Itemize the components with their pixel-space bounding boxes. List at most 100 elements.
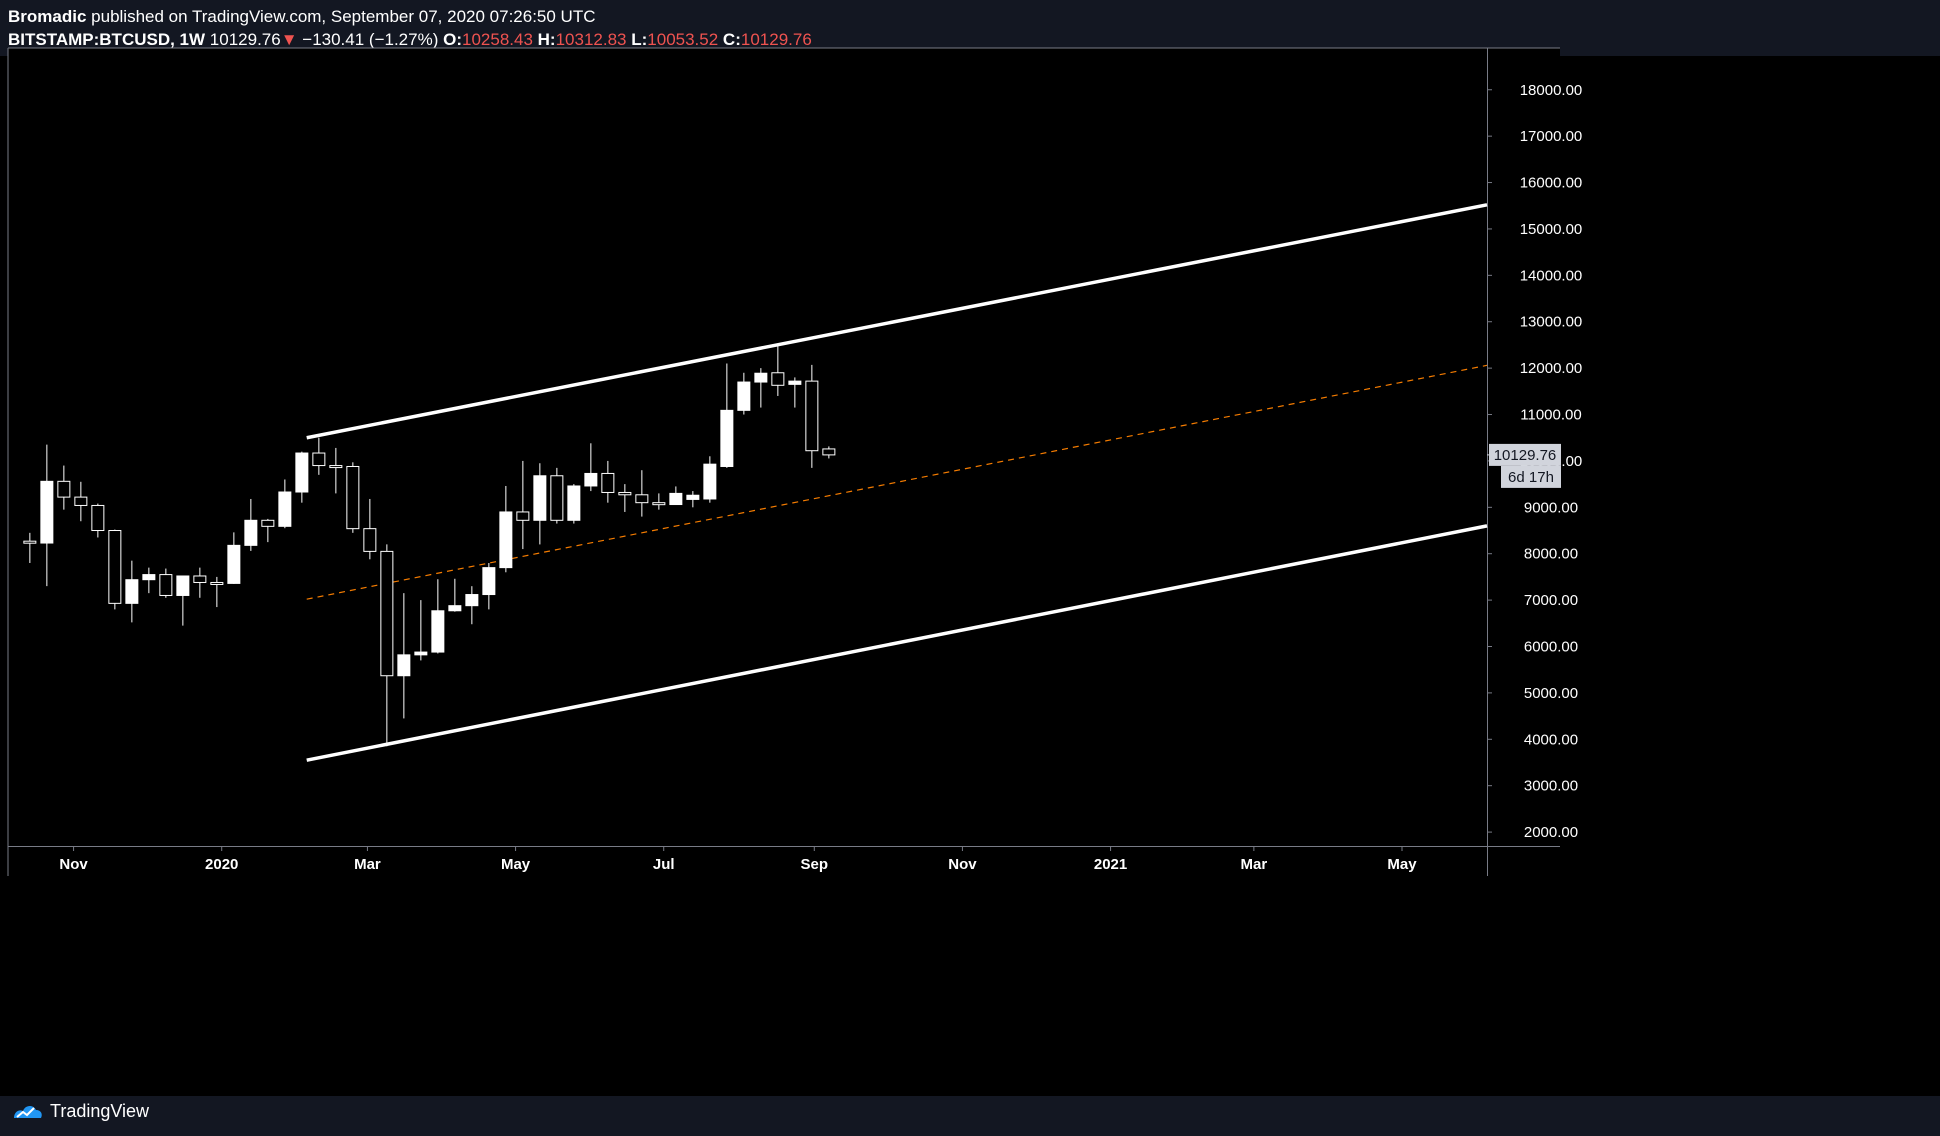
channel-upper-line: [306, 203, 1488, 440]
candle: [159, 568, 173, 598]
author-name[interactable]: Bromadic: [8, 7, 87, 26]
candle-body-down: [516, 511, 530, 521]
open-value: 10258.43: [462, 30, 533, 49]
candle: [448, 578, 462, 612]
publish-info: Bromadic published on TradingView.com, S…: [8, 7, 596, 27]
candle-body-up: [227, 544, 241, 584]
y-tick-label: 17000.00: [1520, 128, 1583, 145]
last-price-tag-text: 10129.76: [1494, 447, 1557, 464]
countdown-tag: [1501, 465, 1561, 488]
candle: [618, 484, 632, 512]
candle-body-up: [244, 519, 258, 546]
candle: [142, 567, 156, 594]
candle: [533, 463, 547, 545]
candle: [23, 532, 37, 563]
candle: [227, 532, 241, 584]
candle-body-down: [23, 540, 37, 544]
candle: [210, 576, 224, 608]
candle-body-up: [295, 452, 309, 493]
candle: [601, 460, 615, 503]
candle-body-up: [669, 492, 683, 506]
candle-body-down: [210, 581, 224, 585]
candle: [244, 498, 258, 551]
candle: [40, 444, 54, 587]
y-tick-label: 4000.00: [1524, 731, 1578, 748]
close-label: C:: [722, 30, 741, 49]
candle: [550, 467, 564, 524]
candle: [329, 447, 343, 494]
candle-body-down: [618, 491, 632, 496]
candle-body-up: [788, 380, 802, 385]
y-tick-label: 6000.00: [1524, 639, 1578, 656]
candle-body-down: [805, 380, 819, 452]
candle-body-up: [482, 567, 496, 596]
candle-body-up: [584, 472, 598, 487]
candle: [295, 451, 309, 503]
candle: [788, 377, 802, 408]
candle: [193, 567, 207, 598]
candle-body-down: [108, 530, 122, 604]
candle: [516, 460, 530, 550]
last-price-tag: [1489, 443, 1561, 466]
y-tick-label: 13000.00: [1520, 314, 1583, 331]
candle-body-down: [57, 480, 71, 498]
y-tick-label: 12000.00: [1520, 360, 1583, 377]
candle-body-down: [91, 504, 105, 532]
candle: [567, 484, 581, 524]
time-axis-area: [8, 846, 1487, 876]
y-tick-label: 14000.00: [1520, 267, 1583, 284]
candle: [57, 465, 71, 510]
ohlc-legend: BITSTAMP:BTCUSD, 1W 10129.76▼ −130.41 (−…: [8, 30, 812, 50]
candle-body-down: [159, 574, 173, 596]
candle: [125, 560, 139, 623]
candle-body-down: [312, 452, 326, 467]
y-tick-label: 8000.00: [1524, 546, 1578, 563]
close-value: 10129.76: [740, 30, 812, 49]
candle: [482, 562, 496, 610]
x-tick-label: May: [501, 856, 531, 873]
y-tick-label: 16000.00: [1520, 175, 1583, 192]
candle-body-down: [550, 475, 564, 521]
y-tick-label: 11000.00: [1520, 407, 1581, 424]
candle: [74, 481, 88, 522]
candle: [108, 529, 122, 610]
candle: [584, 443, 598, 492]
symbol-label: BITSTAMP:BTCUSD, 1W: [8, 30, 206, 49]
open-label: O:: [443, 30, 462, 49]
candle: [635, 470, 649, 517]
candle-body-down: [771, 372, 785, 386]
candle-body-up: [533, 475, 547, 521]
x-tick-label: 2021: [1094, 856, 1127, 873]
candle-body-up: [176, 575, 190, 596]
candle-body-down: [346, 465, 360, 530]
candle: [822, 446, 836, 459]
candle-body-up: [431, 610, 445, 653]
candle: [465, 586, 479, 625]
price-change: −130.41 (−1.27%): [302, 30, 439, 49]
candle-body-down: [652, 502, 666, 506]
candle: [669, 486, 683, 506]
y-tick-label: 7000.00: [1524, 592, 1578, 609]
candle-body-up: [737, 381, 751, 411]
candle: [380, 544, 394, 747]
candle: [363, 498, 377, 560]
candle-body-up: [397, 654, 411, 677]
candle: [499, 485, 513, 573]
tradingview-brand[interactable]: TradingView: [10, 1100, 149, 1122]
y-tick-label: 15000.00: [1520, 221, 1583, 238]
candle-body-up: [448, 605, 462, 612]
candle: [431, 579, 445, 654]
top-bar: [0, 0, 1940, 56]
candle-body-down: [380, 550, 394, 677]
candle-body-up: [567, 485, 581, 521]
y-tick-label: 2000.00: [1524, 824, 1578, 841]
plot-area: [8, 48, 1487, 846]
candle-body-up: [278, 491, 292, 527]
high-value: 10312.83: [555, 30, 627, 49]
candle-body-up: [686, 494, 700, 500]
x-tick-label: Sep: [801, 856, 829, 873]
candle: [686, 491, 700, 508]
channel-lower-line: [306, 524, 1488, 762]
x-tick-label: Nov: [59, 856, 88, 873]
